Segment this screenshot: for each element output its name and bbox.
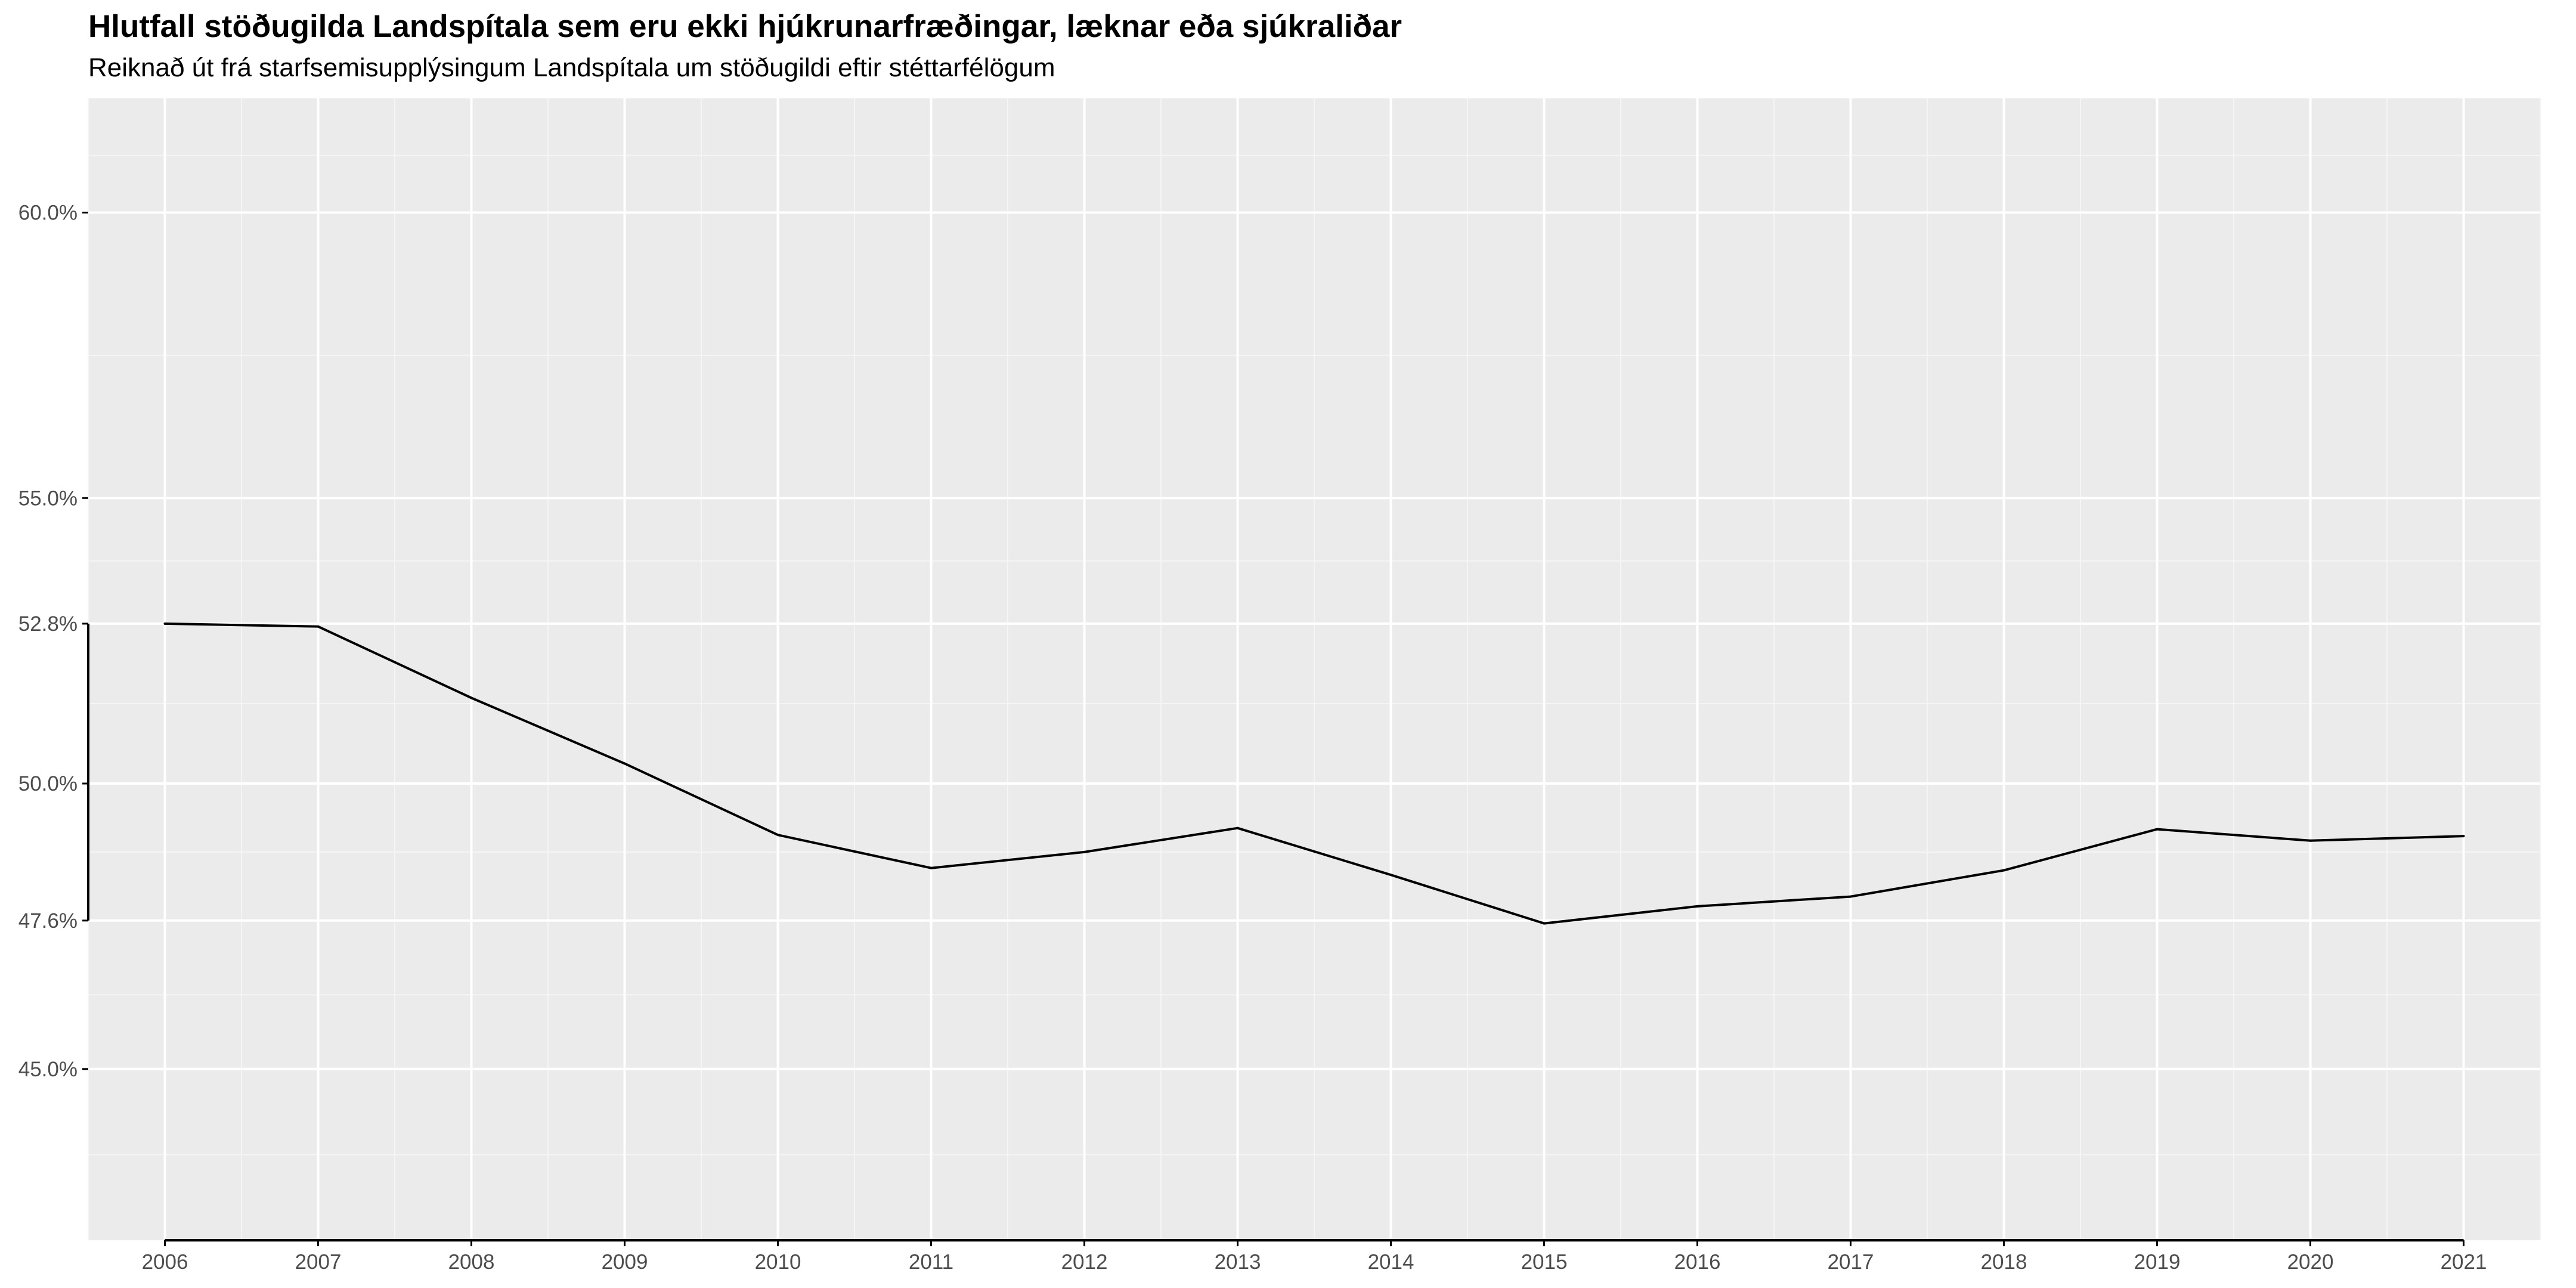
x-tick-label: 2017 — [1828, 1250, 1874, 1274]
y-axis-ticks: 45.0% 47.6% 50.0% 52.8% 55.0% 60.0% — [18, 202, 88, 1081]
data-point — [1849, 895, 1852, 898]
data-point — [2156, 828, 2159, 831]
y-tick-label: 50.0% — [18, 772, 78, 795]
data-point — [470, 696, 473, 699]
data-point — [2462, 835, 2465, 838]
series-line — [165, 622, 2464, 925]
x-tick-label: 2009 — [602, 1250, 648, 1274]
x-tick-label: 2007 — [295, 1250, 342, 1274]
x-tick-label: 2010 — [755, 1250, 801, 1274]
data-point — [1543, 922, 1546, 925]
x-axis-ticks: 2006 2007 2008 2009 2010 2011 2012 2013 2014 2015… — [142, 1240, 2487, 1274]
major-gridlines — [88, 98, 2540, 1240]
x-tick-label: 2021 — [2441, 1250, 2487, 1274]
y-tick-label: 60.0% — [18, 202, 78, 225]
data-point — [1083, 850, 1086, 853]
data-point — [930, 866, 933, 869]
minor-gridlines — [88, 98, 2541, 1240]
data-point — [2002, 869, 2005, 872]
data-point — [1696, 905, 1699, 908]
x-tick-label: 2012 — [1061, 1250, 1108, 1274]
data-point — [1236, 826, 1239, 829]
data-point — [317, 625, 320, 628]
data-point — [776, 834, 779, 837]
y-tick-label: 55.0% — [18, 487, 78, 510]
x-tick-label: 2006 — [142, 1250, 188, 1274]
data-point — [623, 762, 626, 765]
x-tick-label: 2019 — [2134, 1250, 2181, 1274]
y-tick-label: 52.8% — [18, 612, 78, 636]
x-tick-label: 2016 — [1674, 1250, 1721, 1274]
x-tick-label: 2018 — [1981, 1250, 2027, 1274]
x-tick-label: 2011 — [909, 1250, 953, 1274]
x-tick-label: 2013 — [1215, 1250, 1261, 1274]
series-group — [163, 622, 2465, 925]
chart-title: Hlutfall stöðugilda Landspítala sem eru … — [88, 9, 1402, 44]
range-frame-axes — [87, 623, 2464, 1241]
chart-subtitle: Reiknað út frá starfsemisupplýsingum Lan… — [88, 53, 1055, 82]
x-tick-label: 2008 — [448, 1250, 495, 1274]
x-tick-label: 2014 — [1368, 1250, 1414, 1274]
data-point — [163, 622, 166, 625]
data-point — [1389, 874, 1392, 877]
data-point — [2309, 839, 2312, 842]
x-tick-label: 2015 — [1521, 1250, 1568, 1274]
y-tick-label: 47.6% — [18, 909, 78, 933]
x-tick-label: 2020 — [2287, 1250, 2334, 1274]
y-tick-label: 45.0% — [18, 1058, 78, 1081]
